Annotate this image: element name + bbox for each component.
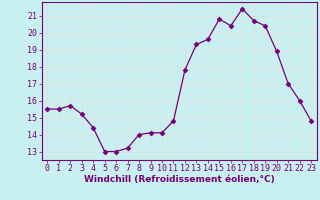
X-axis label: Windchill (Refroidissement éolien,°C): Windchill (Refroidissement éolien,°C) [84,175,275,184]
